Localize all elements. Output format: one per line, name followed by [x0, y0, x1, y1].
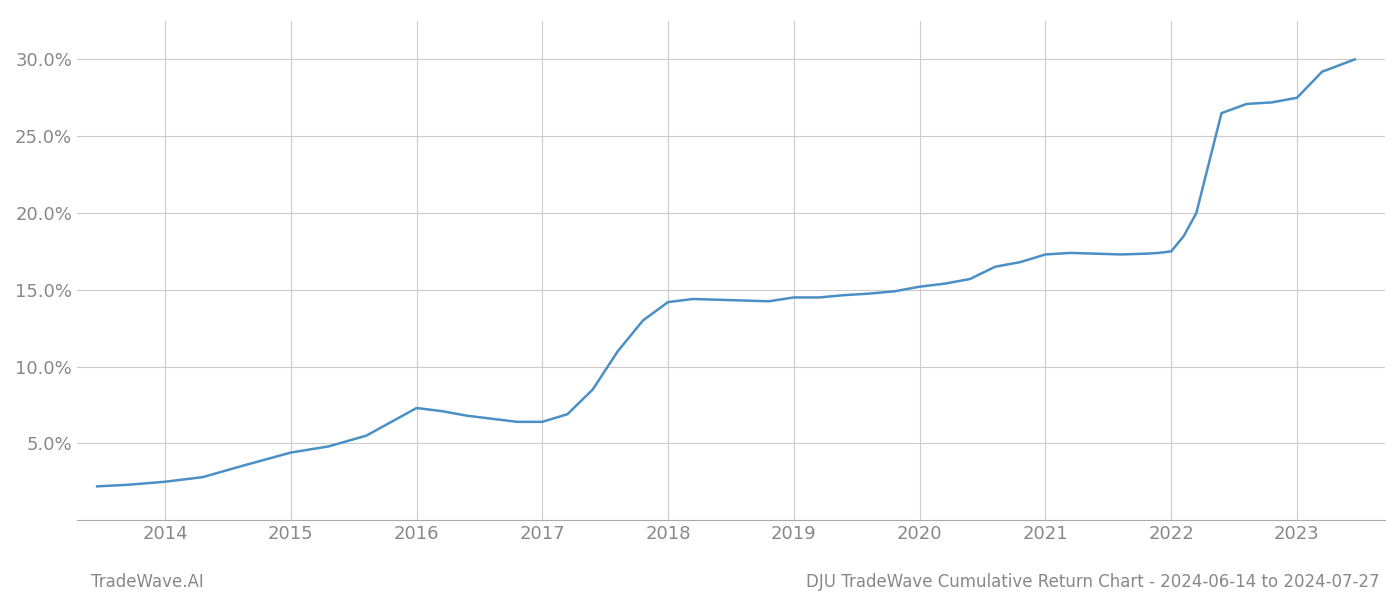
Text: DJU TradeWave Cumulative Return Chart - 2024-06-14 to 2024-07-27: DJU TradeWave Cumulative Return Chart - …: [805, 573, 1379, 591]
Text: TradeWave.AI: TradeWave.AI: [91, 573, 204, 591]
